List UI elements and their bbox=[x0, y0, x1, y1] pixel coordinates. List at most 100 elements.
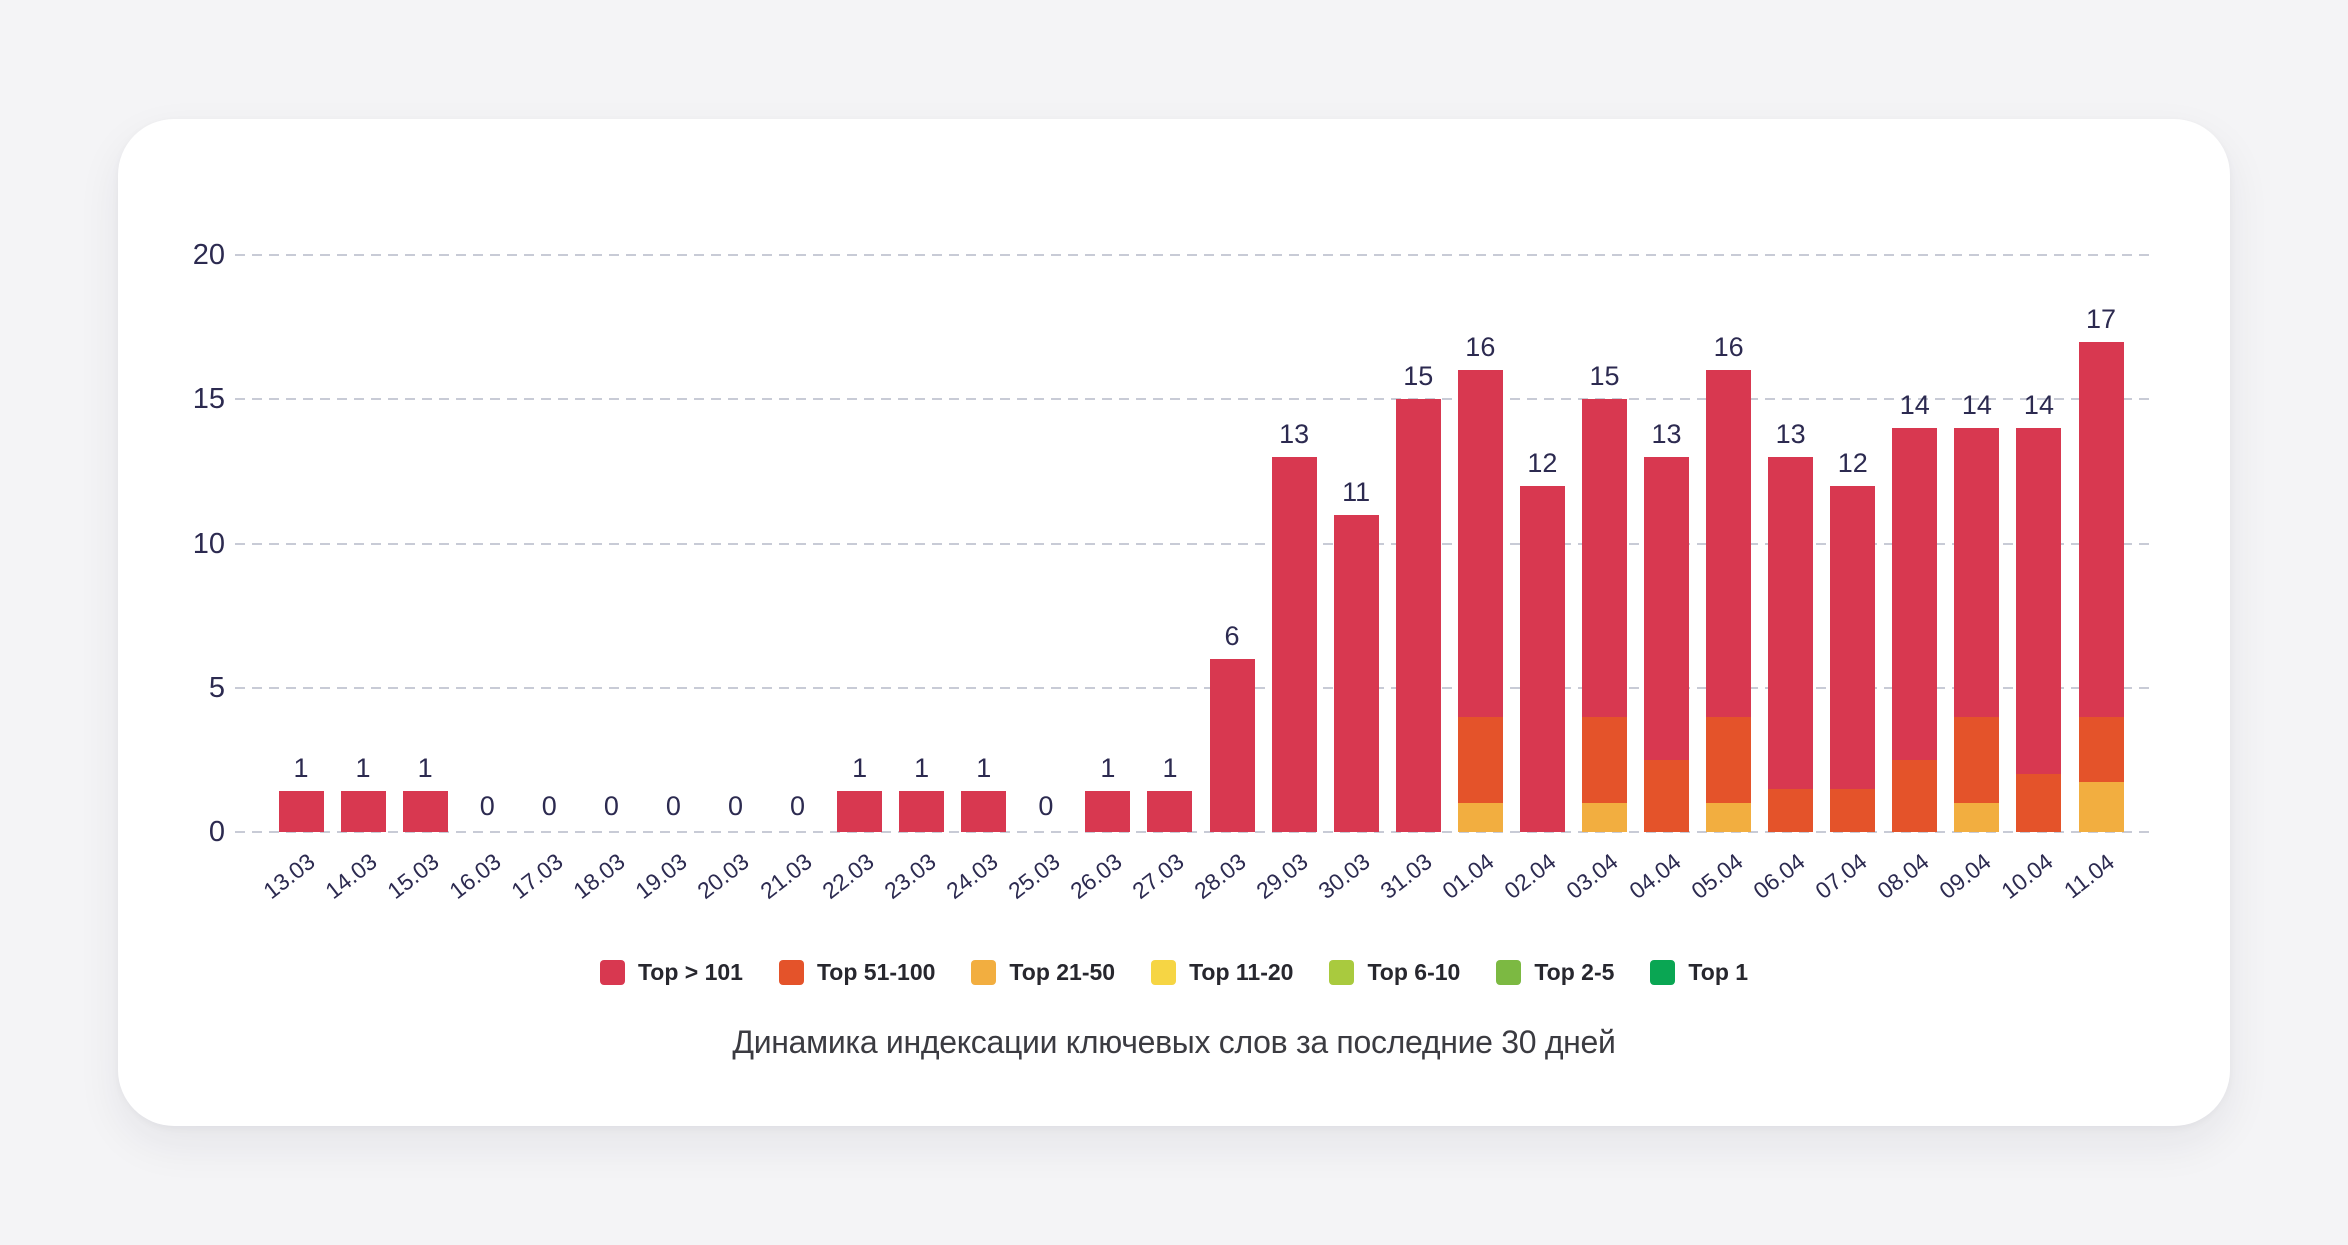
legend-label: Top 6-10 bbox=[1367, 959, 1461, 985]
y-axis-tick-label: 20 bbox=[192, 239, 225, 271]
bar-segment-top-21-50 bbox=[1457, 803, 1503, 832]
y-axis-tick-label: 0 bbox=[208, 816, 225, 848]
legend: Top > 101 Top 51-100 Top 21-50 Top 11-20 Top… bbox=[118, 959, 2230, 986]
bar-segment-top-21-50 bbox=[2078, 781, 2124, 832]
chart-card: 0 5 10 15 20 1 13.03 1 14.03 1 15.03 0 16.03 0 17.03 0 1… bbox=[118, 119, 2230, 1126]
legend-item-top-6-10[interactable]: Top 6-10 bbox=[1329, 959, 1460, 986]
bar-value-label: 15 bbox=[1403, 361, 1434, 392]
bar-segment-top-51-100 bbox=[1954, 716, 2000, 804]
bar-value-label: 0 bbox=[1038, 791, 1054, 821]
legend-label: Top 21-50 bbox=[1009, 959, 1116, 985]
legend-label: Top > 101 bbox=[637, 959, 743, 985]
bar-value-label: 14 bbox=[1899, 390, 1930, 421]
bar-segment-top-101 bbox=[1830, 485, 1876, 789]
bar-value-label: 0 bbox=[603, 791, 619, 821]
bar-segment-top-21-50 bbox=[1581, 803, 1627, 832]
bar-value-label: 14 bbox=[2023, 390, 2054, 421]
bar-value-label: 1 bbox=[1100, 753, 1116, 783]
bar-value-label: 0 bbox=[727, 791, 743, 821]
y-axis-tick-label: 10 bbox=[192, 527, 225, 560]
bar-value-label: 1 bbox=[293, 753, 309, 783]
bar-value-label: 11 bbox=[1342, 476, 1371, 507]
legend-label: Top 1 bbox=[1688, 959, 1749, 985]
bar-segment-top-51-100 bbox=[1644, 759, 1690, 832]
legend-swatch bbox=[1151, 960, 1177, 985]
bar-segment-top-101 bbox=[1457, 370, 1503, 717]
gridline bbox=[235, 831, 2152, 833]
bar-segment-top-101 bbox=[2078, 341, 2124, 717]
bar-segment-top-101 bbox=[1395, 399, 1441, 832]
legend-item-top-11-20[interactable]: Top 11-20 bbox=[1151, 959, 1293, 986]
bar-value-label: 12 bbox=[1527, 447, 1558, 478]
bar-value-label: 17 bbox=[2085, 303, 2117, 334]
legend-swatch bbox=[1329, 960, 1355, 985]
y-axis-tick-label: 5 bbox=[208, 671, 225, 704]
bar-segment-top-101 bbox=[1333, 514, 1379, 832]
bar-segment-top-101 bbox=[2016, 428, 2062, 775]
legend-label: Top 2-5 bbox=[1534, 959, 1615, 985]
bar-value-label: 16 bbox=[1465, 332, 1496, 363]
bar-segment-top-51-100 bbox=[1892, 759, 1938, 832]
bar-segment-top-101 bbox=[837, 791, 883, 832]
bar-segment-top-101 bbox=[1271, 456, 1317, 832]
legend-label: Top 11-20 bbox=[1189, 959, 1294, 985]
legend-swatch bbox=[971, 960, 997, 985]
bar-segment-top-101 bbox=[1581, 399, 1627, 717]
legend-item-top-2-5[interactable]: Top 2-5 bbox=[1496, 959, 1614, 986]
bar-value-label: 1 bbox=[1162, 753, 1178, 783]
bar-value-label: 1 bbox=[976, 753, 992, 783]
bar-value-label: 1 bbox=[914, 753, 930, 783]
legend-item-top-1[interactable]: Top 1 bbox=[1650, 959, 1748, 986]
bar-segment-top-101 bbox=[1147, 791, 1193, 832]
bar-segment-top-21-50 bbox=[1954, 803, 2000, 832]
bar-segment-top-51-100 bbox=[1768, 788, 1814, 832]
bar-value-label: 1 bbox=[852, 753, 868, 783]
legend-swatch bbox=[1496, 960, 1522, 985]
bar-value-label: 13 bbox=[1775, 418, 1806, 449]
bar-value-label: 14 bbox=[1961, 390, 1992, 421]
bar-value-label: 6 bbox=[1224, 620, 1240, 651]
bar-segment-top-101 bbox=[899, 791, 945, 832]
bar-segment-top-101 bbox=[1085, 791, 1131, 832]
bar-segment-top-101 bbox=[1954, 428, 2000, 717]
bar-value-label: 0 bbox=[665, 791, 681, 821]
bar-segment-top-51-100 bbox=[1581, 716, 1627, 804]
bar-segment-top-101 bbox=[961, 791, 1007, 832]
gridline bbox=[235, 542, 2152, 545]
bar-value-label: 13 bbox=[1651, 418, 1682, 449]
bar-segment-top-51-100 bbox=[1830, 788, 1876, 832]
bar-value-label: 13 bbox=[1279, 418, 1310, 449]
bar-segment-top-51-100 bbox=[2078, 716, 2124, 782]
bar-value-label: 0 bbox=[541, 791, 557, 821]
bar-segment-top-101 bbox=[402, 791, 448, 832]
bar-segment-top-51-100 bbox=[2016, 774, 2062, 832]
gridline bbox=[235, 398, 2152, 401]
bar-segment-top-51-100 bbox=[1706, 716, 1752, 804]
legend-swatch bbox=[599, 960, 625, 985]
plot-area: 0 5 10 15 20 1 13.03 1 14.03 1 15.03 0 16.03 0 17.03 0 1… bbox=[118, 119, 2230, 1126]
legend-label: Top 51-100 bbox=[816, 959, 936, 985]
bar-value-label: 16 bbox=[1713, 332, 1744, 363]
bar-segment-top-101 bbox=[278, 791, 324, 832]
bar-segment-top-21-50 bbox=[1706, 803, 1752, 832]
bar-segment-top-101 bbox=[1892, 428, 1938, 760]
legend-item-top-21-50[interactable]: Top 21-50 bbox=[971, 959, 1115, 986]
legend-swatch bbox=[1650, 960, 1676, 985]
bar-segment-top-101 bbox=[340, 791, 386, 832]
gridline bbox=[235, 254, 2152, 256]
bar-segment-top-101 bbox=[1209, 658, 1255, 832]
chart-title: Динамика индексации ключевых слов за пос… bbox=[732, 1024, 1616, 1060]
bar-value-label: 12 bbox=[1837, 447, 1868, 478]
legend-item-top-101[interactable]: Top > 101 bbox=[599, 959, 743, 986]
bar-value-label: 0 bbox=[790, 791, 806, 821]
bar-value-label: 1 bbox=[417, 753, 433, 783]
bar-segment-top-51-100 bbox=[1457, 716, 1503, 804]
bar-segment-top-101 bbox=[1644, 456, 1690, 760]
y-axis-tick-label: 15 bbox=[192, 383, 225, 416]
legend-item-top-51-100[interactable]: Top 51-100 bbox=[778, 959, 936, 986]
bar-value-label: 15 bbox=[1589, 361, 1620, 392]
gridline bbox=[235, 686, 2152, 689]
bar-segment-top-101 bbox=[1706, 370, 1752, 717]
bar-value-label: 0 bbox=[479, 791, 495, 821]
bar-segment-top-101 bbox=[1768, 456, 1814, 789]
